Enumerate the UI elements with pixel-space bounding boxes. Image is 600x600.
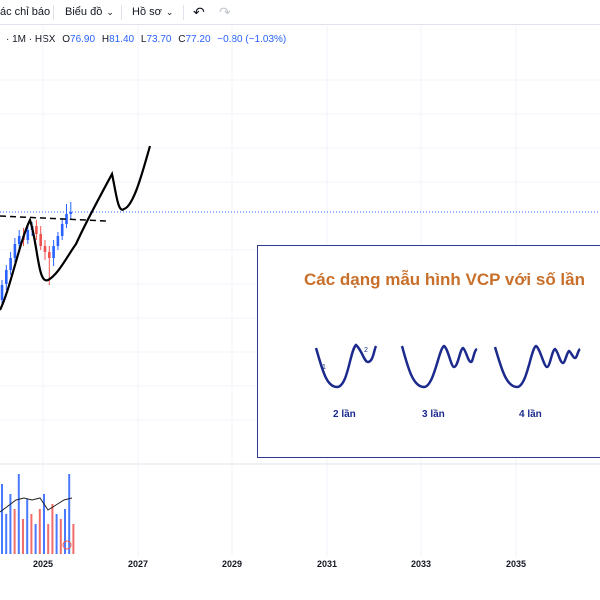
volume-bar — [55, 514, 58, 554]
resistance-line — [0, 215, 107, 222]
volume-bar — [13, 509, 16, 554]
close-value: 77.20 — [185, 34, 211, 45]
volume-bar — [30, 514, 33, 554]
toolbar-divider — [121, 5, 122, 20]
vcp-projection-line — [0, 145, 152, 311]
candle-body — [35, 226, 38, 234]
volume-bar — [9, 494, 12, 554]
interval-label: · 1M · HSX — [6, 34, 56, 45]
volume-bar — [5, 514, 8, 554]
volume-bar — [34, 524, 37, 554]
pattern-2-mark-1: 1 — [322, 364, 326, 371]
candle-body — [69, 212, 73, 214]
pattern-2-shape — [314, 343, 378, 389]
x-tick-2029: 2029 — [222, 559, 243, 569]
pattern-3-shape — [400, 344, 478, 389]
x-tick-2031: 2031 — [317, 559, 338, 569]
x-tick-2027: 2027 — [128, 559, 149, 569]
volume-bar — [47, 524, 50, 554]
volume-bar — [38, 509, 41, 554]
event-marker-icon[interactable] — [62, 540, 72, 550]
volume-ma-line — [0, 497, 73, 513]
toolbar-divider — [183, 5, 184, 20]
volume-bar — [64, 509, 66, 554]
callout-title: Các dạng mẫu hình VCP với số lần — [304, 270, 585, 289]
profile-button[interactable]: Hồ sơ ⌄ — [132, 0, 173, 25]
chart-type-button[interactable]: Biểu đồ ⌄ — [65, 0, 114, 25]
candle-body — [52, 246, 55, 258]
undo-icon[interactable]: ↶ — [193, 4, 205, 20]
volume-bar — [26, 499, 29, 554]
volume-bar — [68, 474, 71, 554]
low-label: L — [140, 34, 147, 45]
x-tick-2033: 2033 — [411, 559, 432, 569]
candle-body — [65, 214, 68, 224]
candle-body — [60, 224, 64, 236]
low-value: 73.70 — [146, 34, 172, 45]
vcp-callout: Các dạng mẫu hình VCP với số lần 1 2 2 l… — [257, 245, 600, 458]
open-label: O — [62, 34, 71, 45]
toolbar-divider — [53, 5, 54, 20]
volume-bars — [1, 474, 75, 554]
candle-body — [13, 244, 17, 258]
candle-body — [39, 234, 42, 246]
volume-bar — [51, 504, 54, 554]
pattern-4-label: 4 lần — [519, 409, 542, 420]
high-label: H — [101, 34, 110, 45]
x-tick-2035: 2035 — [506, 559, 527, 569]
high-value: 81.40 — [109, 34, 135, 45]
volume-bar — [43, 494, 45, 554]
candle-body — [17, 236, 21, 244]
x-tick-2025: 2025 — [33, 559, 54, 569]
chart-type-label: Biểu đồ — [65, 6, 103, 18]
chevron-down-icon: ⌄ — [165, 7, 174, 17]
candle-body — [5, 270, 8, 284]
volume-bar — [1, 484, 3, 554]
pattern-2-label: 2 lần — [333, 409, 356, 420]
vcp-patterns: 1 2 — [314, 343, 581, 389]
candle-body — [26, 230, 30, 240]
chevron-down-icon: ⌄ — [106, 7, 114, 17]
candle-body — [48, 252, 51, 258]
volume-bar — [72, 524, 75, 554]
pattern-3-label: 3 lần — [422, 409, 445, 420]
close-label: C — [178, 34, 186, 45]
volume-bar — [22, 519, 24, 554]
open-value: 76.90 — [70, 34, 96, 45]
indicators-button[interactable]: ác chỉ báo — [0, 0, 50, 25]
candle-body — [56, 236, 60, 246]
ohlc-legend: · 1M · HSX O76.90 H81.40 L73.70 C77.20 −… — [6, 34, 286, 45]
pattern-4-shape — [493, 344, 581, 389]
indicators-label: ác chỉ báo — [0, 6, 51, 18]
volume-bar — [17, 474, 20, 554]
candle-body — [43, 246, 47, 252]
redo-icon[interactable]: ↷ — [219, 4, 231, 20]
candle-body — [0, 285, 4, 300]
top-toolbar: ác chỉ báo Biểu đồ ⌄ Hồ sơ ⌄ ↶ ↷ — [0, 0, 600, 25]
volume-bar — [59, 519, 62, 554]
pattern-2-mark-2: 2 — [364, 347, 368, 354]
change-value: −0.80 (−1.03%) — [217, 34, 287, 45]
candle-body — [9, 258, 12, 270]
profile-label: Hồ sơ — [132, 6, 162, 18]
